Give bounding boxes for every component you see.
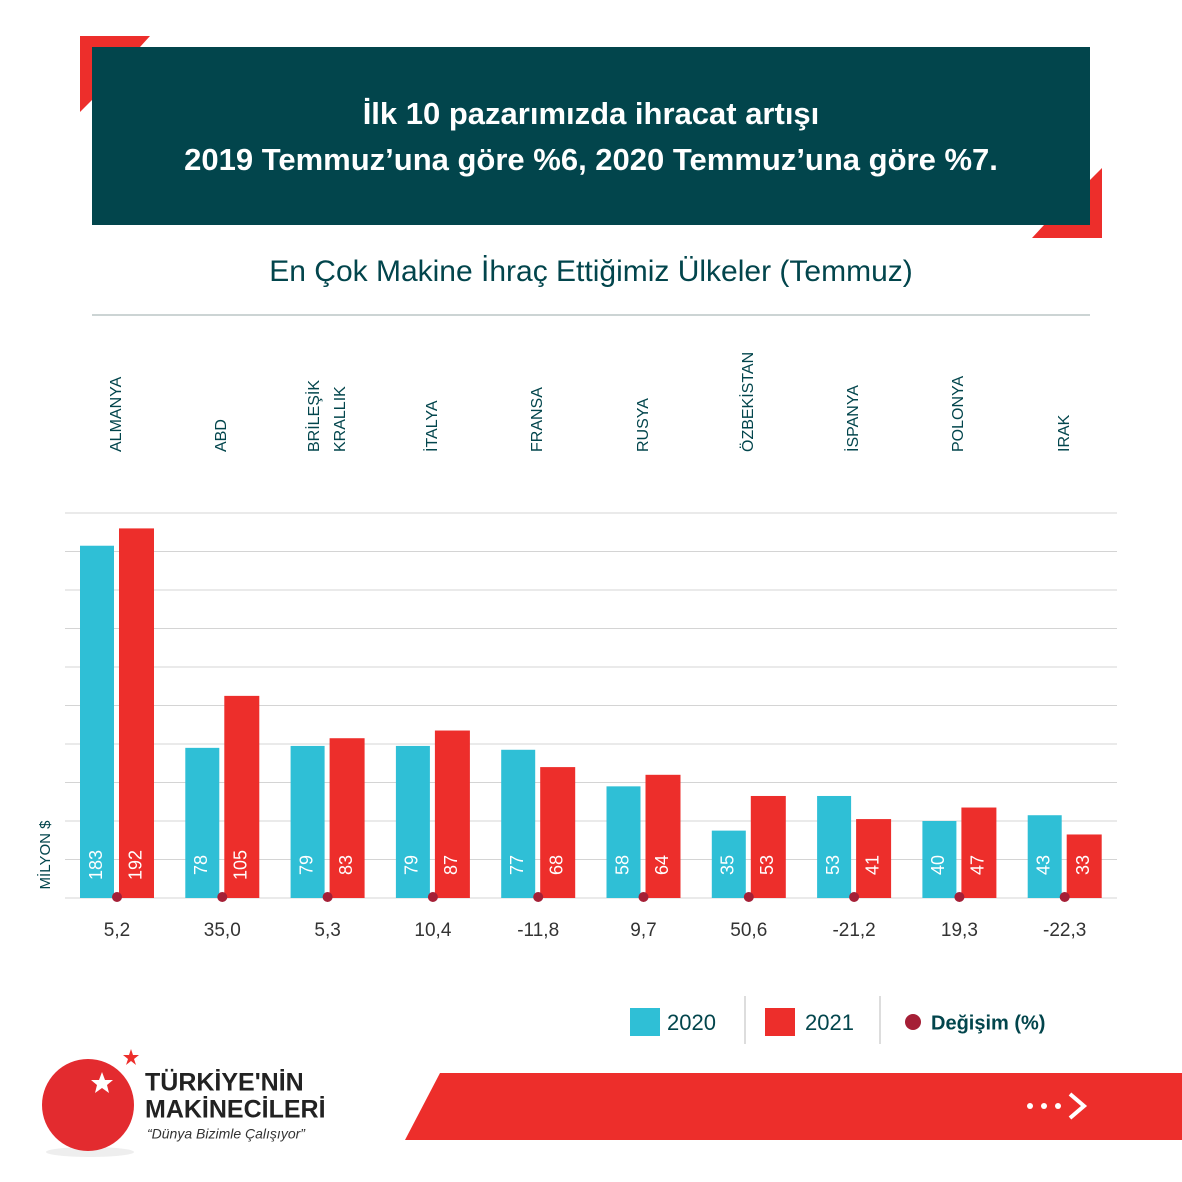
bar xyxy=(750,795,786,898)
change-dot xyxy=(322,892,333,902)
logo-star xyxy=(91,1072,113,1093)
icon-dot xyxy=(1027,1103,1033,1109)
brand-line: MAKİNECİLERİ xyxy=(145,1096,326,1124)
legend-dot xyxy=(905,1014,921,1030)
change-label: 9,7 xyxy=(630,920,656,941)
change-dot xyxy=(1059,892,1070,902)
bar-value-label: 35 xyxy=(718,855,738,875)
category-label: FRANSA xyxy=(529,387,547,452)
logo-shadow xyxy=(46,1147,134,1157)
bar-value-label: 183 xyxy=(86,850,106,880)
category-label: POLONYA xyxy=(950,375,968,452)
change-dot xyxy=(533,892,544,902)
brand-line: TÜRKİYE'NİN xyxy=(145,1068,304,1097)
bar-value-label: 192 xyxy=(125,850,145,880)
footer-band xyxy=(405,1073,1182,1140)
chart-title: En Çok Makine İhraç Ettiğimiz Ülkeler (T… xyxy=(269,255,913,288)
bar-value-label: 77 xyxy=(507,855,527,875)
bar-value-label: 68 xyxy=(546,855,566,875)
corner-accent xyxy=(1032,168,1102,238)
change-label: 5,2 xyxy=(104,920,130,941)
logo-circle xyxy=(42,1059,134,1151)
category-label: ÖZBEKİSTAN xyxy=(739,351,757,452)
category-label: ABD xyxy=(213,419,231,452)
bar xyxy=(224,695,260,898)
bar xyxy=(606,786,641,898)
bar-value-label: 40 xyxy=(928,855,948,875)
change-label: 35,0 xyxy=(204,920,241,941)
bar xyxy=(1066,834,1102,898)
bar xyxy=(501,749,536,898)
change-dot xyxy=(638,892,649,902)
bar xyxy=(119,528,154,898)
bar-value-label: 41 xyxy=(862,855,882,875)
category-label: IRAK xyxy=(1055,414,1073,452)
bar xyxy=(856,819,892,898)
bar-value-label: 53 xyxy=(757,855,777,875)
change-label: 5,3 xyxy=(314,920,340,941)
logo-star xyxy=(123,1049,139,1065)
category-label: İSPANYA xyxy=(845,385,863,452)
tagline: “Dünya Bizimle Çalışıyor” xyxy=(147,1126,306,1142)
bar xyxy=(80,545,114,898)
bar-value-label: 105 xyxy=(231,850,251,880)
change-label: 50,6 xyxy=(730,920,767,941)
bar xyxy=(645,774,681,898)
change-dot xyxy=(112,892,122,902)
y-axis-label: MİLYON $ xyxy=(36,820,54,890)
bar-value-label: 79 xyxy=(402,855,422,875)
bar-value-label: 43 xyxy=(1033,855,1053,875)
category-label: İTALYA xyxy=(423,400,441,452)
bar xyxy=(395,745,430,898)
legend-swatch xyxy=(765,1008,795,1036)
bar xyxy=(711,830,746,898)
bar-value-label: 64 xyxy=(652,855,672,875)
legend-swatch xyxy=(630,1008,660,1036)
bar-value-label: 78 xyxy=(191,855,211,875)
change-dot xyxy=(427,892,438,902)
category-label: RUSYA xyxy=(634,398,652,452)
bar xyxy=(185,747,220,898)
bar-value-label: 53 xyxy=(823,855,843,875)
bar-value-label: 87 xyxy=(441,855,461,875)
bar xyxy=(329,738,365,898)
change-dot xyxy=(743,892,754,902)
bar xyxy=(434,730,470,898)
bar xyxy=(290,745,325,898)
bar-value-label: 47 xyxy=(968,855,988,875)
header-line: 2019 Temmuz’una göre %6, 2020 Temmuz’una… xyxy=(184,142,998,177)
change-label: -11,8 xyxy=(517,920,559,941)
bar-value-label: 33 xyxy=(1073,855,1093,875)
header-box xyxy=(92,47,1090,225)
change-label: 10,4 xyxy=(414,920,451,941)
legend-label: 2020 xyxy=(667,1010,716,1035)
bar-value-label: 58 xyxy=(612,855,632,875)
change-label: 19,3 xyxy=(941,920,978,941)
legend-label: Değişim (%) xyxy=(931,1012,1045,1034)
change-dot xyxy=(217,892,228,902)
bar xyxy=(922,821,957,898)
bar xyxy=(540,767,576,898)
bar xyxy=(817,795,852,898)
bar xyxy=(961,807,997,898)
category-label: ALMANYA xyxy=(108,376,125,452)
change-label: -22,3 xyxy=(1043,920,1086,941)
icon-dot xyxy=(1041,1103,1047,1109)
category-label: BRİLEŞİK KRALLIK xyxy=(305,379,349,452)
change-label: -21,2 xyxy=(832,920,875,941)
icon-chevron xyxy=(1068,1092,1088,1120)
bar xyxy=(1027,815,1062,898)
bar-value-label: 79 xyxy=(296,855,316,875)
header-line: İlk 10 pazarımızda ihracat artışı xyxy=(363,96,820,131)
change-dot xyxy=(954,892,965,902)
legend-label: 2021 xyxy=(805,1010,854,1035)
icon-dot xyxy=(1055,1103,1061,1109)
corner-accent xyxy=(80,36,150,112)
change-dot xyxy=(849,892,860,902)
bar-value-label: 83 xyxy=(336,855,356,875)
